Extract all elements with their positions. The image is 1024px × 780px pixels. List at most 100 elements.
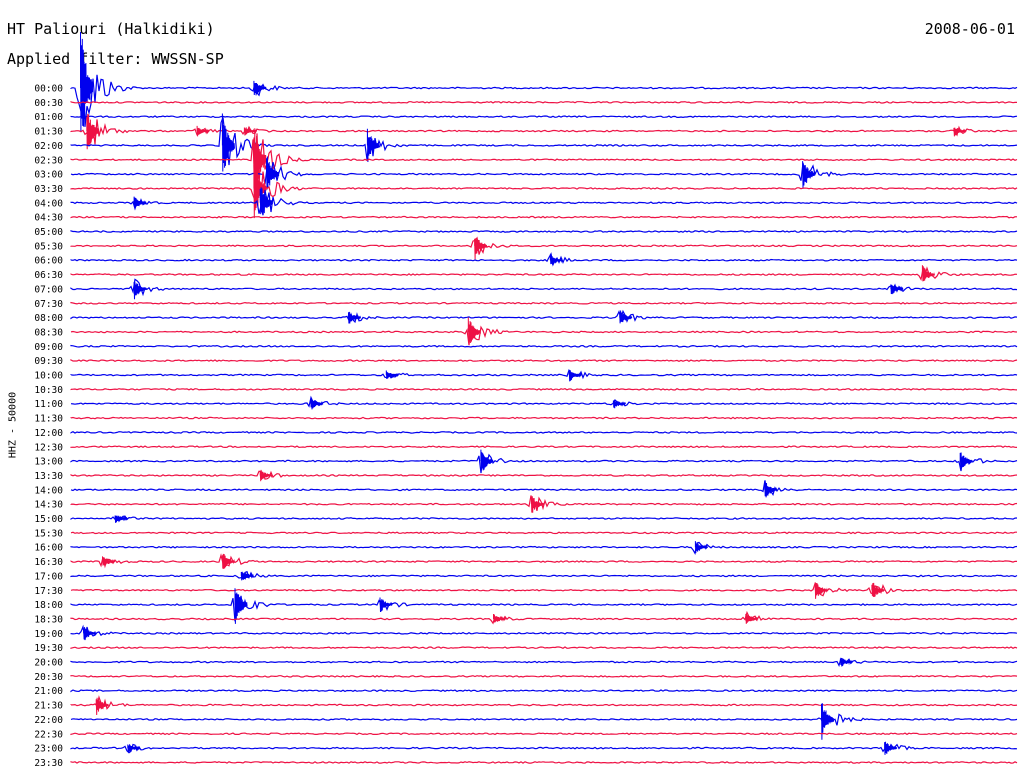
trace-1430-line bbox=[70, 495, 1018, 511]
event-burst bbox=[253, 80, 267, 96]
trace-0430-line bbox=[70, 215, 1018, 219]
tick-label: 00:30 bbox=[34, 98, 63, 109]
tick-label: 11:00 bbox=[34, 399, 63, 410]
tick-label: 16:30 bbox=[34, 557, 63, 568]
tick-label: 09:30 bbox=[34, 356, 63, 367]
trace-1100-line bbox=[70, 395, 1018, 408]
event-burst bbox=[102, 556, 116, 566]
tick-label: 18:00 bbox=[34, 600, 63, 611]
event-burst bbox=[266, 156, 280, 190]
trace-2030-line bbox=[70, 674, 1018, 678]
tick-label: 20:30 bbox=[34, 672, 63, 683]
event-burst bbox=[80, 31, 94, 133]
event-burst bbox=[764, 481, 778, 498]
event-burst bbox=[821, 703, 835, 740]
event-burst bbox=[549, 254, 563, 265]
trace-group bbox=[70, 31, 1018, 764]
trace-1900-line bbox=[70, 624, 1018, 640]
event-burst bbox=[480, 449, 494, 471]
tick-label: 17:00 bbox=[34, 571, 63, 582]
event-burst bbox=[253, 128, 267, 186]
event-burst bbox=[871, 582, 885, 598]
tick-label: 18:30 bbox=[34, 614, 63, 625]
tick-label: 06:00 bbox=[34, 256, 63, 267]
trace-0130-line bbox=[70, 119, 1018, 145]
tick-label: 16:00 bbox=[34, 543, 63, 554]
trace-2000-line bbox=[70, 657, 1018, 668]
trace-0800-line bbox=[70, 309, 1018, 324]
tick-label: 00:00 bbox=[34, 84, 63, 95]
tick-label: 17:30 bbox=[34, 586, 63, 597]
event-burst bbox=[921, 265, 936, 282]
event-burst bbox=[884, 741, 898, 755]
trace-1530-line bbox=[70, 531, 1017, 535]
trace-1730-line bbox=[70, 583, 1018, 597]
trace-2130-line bbox=[70, 695, 1018, 710]
event-burst bbox=[221, 553, 235, 569]
trace-1800-line bbox=[70, 595, 1018, 622]
trace-0630-line bbox=[70, 266, 1018, 282]
tick-label: 05:30 bbox=[34, 241, 63, 252]
tick-label: 19:30 bbox=[34, 643, 63, 654]
trace-0830-line bbox=[70, 324, 1018, 346]
tick-label: 22:30 bbox=[34, 729, 63, 740]
tick-label: 06:30 bbox=[34, 270, 63, 281]
trace-0500-line bbox=[70, 230, 1018, 233]
event-burst bbox=[234, 588, 248, 624]
tick-label: 12:30 bbox=[34, 442, 63, 453]
trace-1930-line bbox=[70, 646, 1018, 649]
event-burst bbox=[745, 613, 759, 624]
trace-0100-line bbox=[70, 115, 1018, 119]
event-burst bbox=[814, 582, 828, 599]
trace-1400-line bbox=[70, 480, 1018, 497]
tick-label: 23:30 bbox=[34, 758, 63, 769]
event-burst bbox=[133, 196, 147, 208]
trace-0400-line bbox=[70, 189, 1018, 216]
event-burst bbox=[385, 370, 399, 380]
event-burst bbox=[474, 238, 488, 260]
event-burst bbox=[568, 369, 582, 382]
tick-label: 08:30 bbox=[34, 327, 63, 338]
event-burst bbox=[240, 571, 254, 581]
trace-2100-line bbox=[70, 689, 1018, 693]
trace-1500-line bbox=[70, 515, 1018, 523]
trace-0530-line bbox=[70, 236, 1018, 255]
tick-label: 02:00 bbox=[34, 141, 63, 152]
event-burst bbox=[348, 311, 362, 324]
event-burst bbox=[196, 125, 210, 137]
trace-1200-line bbox=[70, 431, 1018, 434]
event-burst bbox=[530, 496, 544, 513]
tick-label: 15:30 bbox=[34, 528, 63, 539]
station-title: HT Paliouri (Halkidiki) bbox=[7, 20, 215, 38]
trace-2300-line bbox=[70, 743, 1018, 754]
tick-label: 19:00 bbox=[34, 629, 63, 640]
trace-1300-line bbox=[70, 452, 1018, 474]
event-burst bbox=[310, 398, 324, 410]
event-burst bbox=[366, 128, 381, 163]
event-burst bbox=[127, 744, 141, 753]
trace-0700-line bbox=[70, 278, 1018, 297]
tick-label: 11:30 bbox=[34, 414, 63, 425]
trace-1830-line bbox=[70, 610, 1018, 625]
trace-1630-line bbox=[70, 553, 1018, 569]
event-burst bbox=[221, 113, 235, 172]
tick-label: 14:00 bbox=[34, 485, 63, 496]
event-burst bbox=[839, 658, 854, 667]
event-burst bbox=[802, 161, 816, 189]
tick-label: 22:00 bbox=[34, 715, 63, 726]
trace-1600-line bbox=[70, 541, 1018, 556]
trace-0930-line bbox=[70, 359, 1018, 362]
tick-label: 03:00 bbox=[34, 170, 63, 181]
event-burst bbox=[467, 317, 481, 344]
tick-label: 03:30 bbox=[34, 184, 63, 195]
trace-2330-line bbox=[70, 761, 1018, 764]
event-burst bbox=[619, 310, 633, 324]
tick-label: 07:00 bbox=[34, 284, 63, 295]
tick-label: 04:00 bbox=[34, 198, 63, 209]
tick-label: 01:00 bbox=[34, 112, 63, 123]
trace-0900-line bbox=[70, 344, 1018, 348]
tick-label: 01:30 bbox=[34, 127, 63, 138]
tick-label: 13:00 bbox=[34, 457, 63, 468]
tick-label: 10:00 bbox=[34, 371, 63, 382]
